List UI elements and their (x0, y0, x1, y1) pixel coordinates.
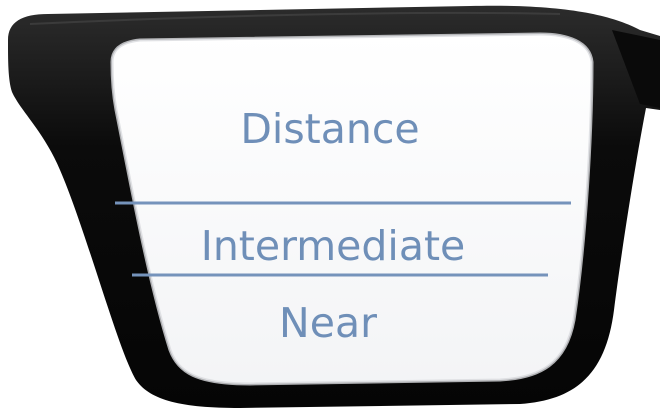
zone-label-near: Near (279, 299, 377, 347)
lens-glass (112, 34, 592, 384)
zone-label-intermediate: Intermediate (201, 222, 466, 270)
frame-highlight (29, 11, 561, 25)
temple-arm (612, 30, 660, 108)
lens-edge-shadow (110, 32, 594, 386)
zone-label-distance: Distance (240, 105, 419, 153)
